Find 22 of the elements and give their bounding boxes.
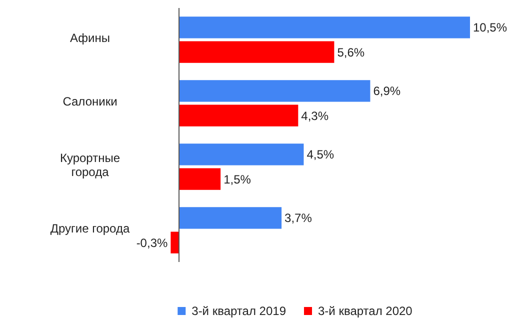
bar xyxy=(179,207,282,229)
data-label: 10,5% xyxy=(473,20,508,35)
data-label: 6,9% xyxy=(373,84,401,98)
bar xyxy=(170,232,179,254)
data-label: 4,5% xyxy=(306,148,334,162)
data-label: 4,3% xyxy=(301,108,329,123)
bar xyxy=(179,168,221,190)
bar xyxy=(179,16,470,38)
data-label: -0,3% xyxy=(136,236,168,250)
bar xyxy=(179,144,304,166)
data-label: 3,7% xyxy=(284,211,312,226)
data-label: 1,5% xyxy=(224,172,252,186)
y-tick-label: Другие города xyxy=(50,221,130,236)
legend-label: 3-й квартал 2020 xyxy=(318,304,413,318)
legend-label: 3-й квартал 2019 xyxy=(192,304,286,318)
data-label: 5,6% xyxy=(337,45,365,60)
y-tick-label: Салоники xyxy=(62,94,118,108)
y-tick-label: Курортные города xyxy=(60,150,120,179)
bar xyxy=(179,80,370,102)
bar xyxy=(179,104,298,126)
bar xyxy=(179,41,334,63)
y-tick-label: Афины xyxy=(70,30,110,45)
